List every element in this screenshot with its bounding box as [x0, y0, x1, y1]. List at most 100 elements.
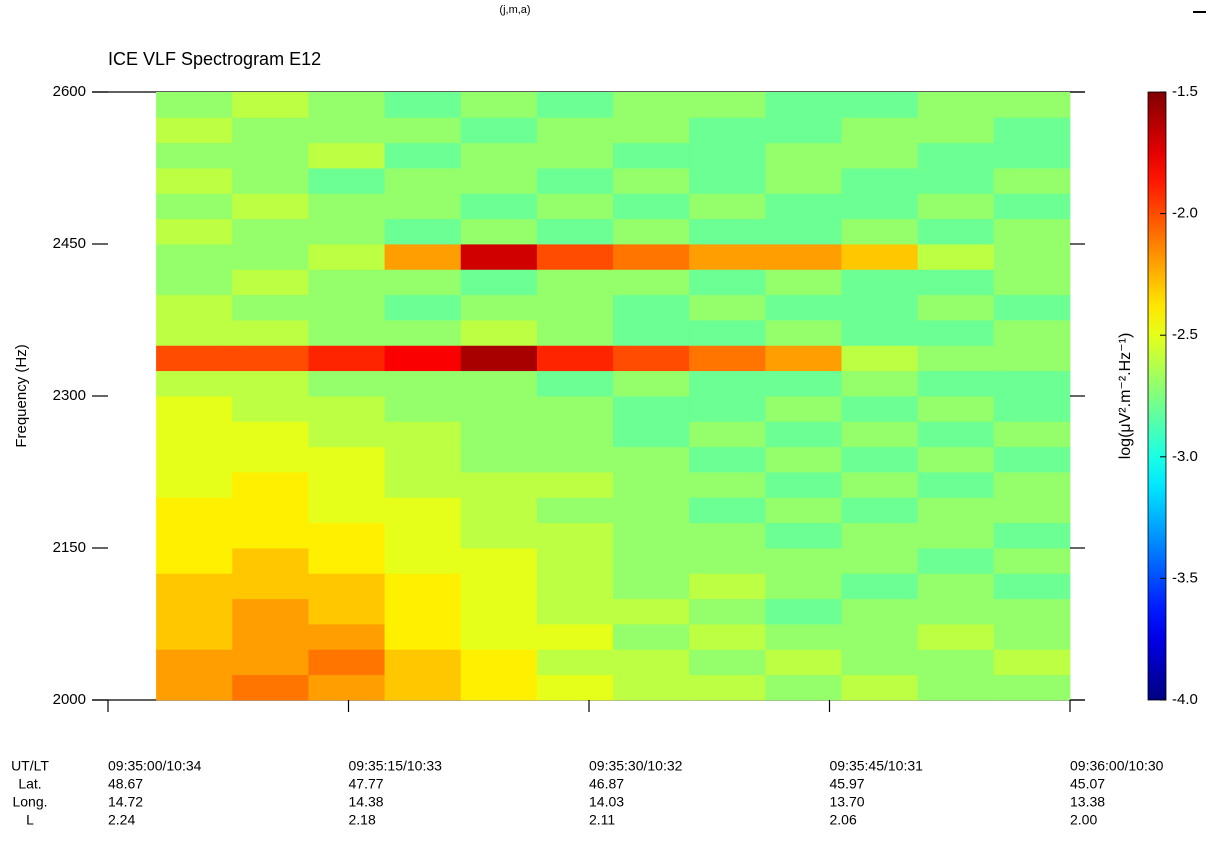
cell: [384, 548, 462, 574]
cell: [613, 674, 690, 701]
ephemeris-cell: 09:35:15/10:33: [349, 758, 443, 774]
cell: [613, 548, 690, 574]
cell: [460, 624, 538, 650]
cell: [156, 573, 233, 600]
cell: [536, 598, 614, 625]
cell: [613, 193, 690, 220]
ephemeris-cell: 14.03: [589, 794, 624, 810]
cell: [841, 142, 919, 169]
cell: [232, 497, 309, 524]
cell: [156, 472, 233, 498]
cell: [917, 269, 995, 296]
cell: [689, 168, 766, 194]
ephemeris-cell: 48.67: [108, 776, 143, 792]
cell: [308, 446, 385, 473]
cell: [460, 168, 538, 194]
cell: [689, 294, 766, 321]
cell: [308, 497, 385, 524]
cell: [308, 624, 385, 650]
cell: [689, 244, 766, 270]
cell: [536, 345, 614, 372]
cell: [841, 497, 919, 524]
cell: [232, 294, 309, 321]
cell: [460, 117, 538, 144]
cell: [156, 548, 233, 574]
y-tick-label: 2300: [53, 387, 86, 404]
cell: [536, 446, 614, 473]
cell: [917, 168, 995, 194]
cell: [460, 218, 538, 245]
cell: [841, 446, 919, 473]
colorbar-tick-label: -2.5: [1172, 326, 1198, 343]
cell: [917, 472, 995, 498]
cell: [917, 320, 995, 346]
cell: [156, 674, 233, 701]
cell: [765, 345, 842, 372]
cell: [613, 117, 690, 144]
cell: [308, 598, 385, 625]
ephemeris-cell: 09:36:00/10:30: [1070, 758, 1164, 774]
cell: [613, 269, 690, 296]
cell: [460, 522, 538, 549]
cell: [613, 573, 690, 600]
cell: [613, 522, 690, 549]
cell: [841, 244, 919, 270]
cell: [993, 396, 1071, 422]
cell: [536, 218, 614, 245]
cell: [536, 497, 614, 524]
cell: [384, 244, 462, 270]
cell: [917, 446, 995, 473]
cell: [384, 573, 462, 600]
cell: [536, 92, 614, 118]
cell: [156, 345, 233, 372]
cell: [308, 218, 385, 245]
cell: [841, 168, 919, 194]
cell: [841, 396, 919, 422]
ephemeris-row-label: Lat.: [18, 776, 41, 792]
cell: [689, 624, 766, 650]
cell: [613, 396, 690, 422]
cell: [689, 396, 766, 422]
cell: [765, 218, 842, 245]
cell: [841, 370, 919, 397]
cell: [765, 674, 842, 701]
ephemeris-cell: 2.06: [830, 812, 857, 828]
ephemeris-row-label: L: [26, 812, 34, 828]
cell: [384, 649, 462, 676]
cell: [993, 370, 1071, 397]
cell: [536, 522, 614, 549]
cell: [232, 573, 309, 600]
cell: [156, 269, 233, 296]
cell: [917, 598, 995, 625]
cell: [308, 472, 385, 498]
cell: [613, 446, 690, 473]
cell: [232, 117, 309, 144]
cell: [613, 142, 690, 169]
cell: [156, 497, 233, 524]
cell: [308, 92, 385, 118]
cell: [917, 624, 995, 650]
cell: [308, 649, 385, 676]
cell: [232, 674, 309, 701]
cell: [917, 193, 995, 220]
heatmap: [156, 92, 1071, 701]
cell: [917, 573, 995, 600]
cell: [613, 218, 690, 245]
cell: [384, 674, 462, 701]
cell: [917, 142, 995, 169]
cell: [460, 446, 538, 473]
cell: [765, 446, 842, 473]
cell: [232, 421, 309, 448]
cell: [156, 168, 233, 194]
cell: [536, 421, 614, 448]
cell: [993, 421, 1071, 448]
cell: [156, 446, 233, 473]
cell: [765, 168, 842, 194]
cell: [765, 370, 842, 397]
cell: [765, 396, 842, 422]
cell: [613, 497, 690, 524]
cell: [536, 269, 614, 296]
cell: [460, 472, 538, 498]
cell: [993, 573, 1071, 600]
cell: [613, 370, 690, 397]
